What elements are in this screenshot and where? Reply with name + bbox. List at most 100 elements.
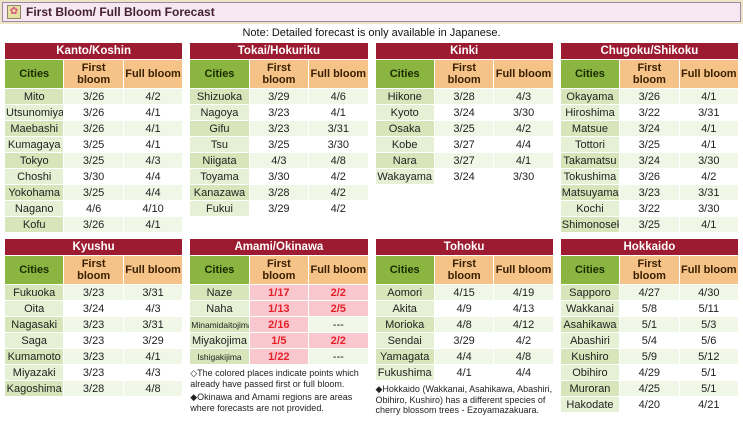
table-row: Kyoto 3/24 3/30: [375, 105, 553, 120]
city-cell: Shizuoka: [190, 89, 249, 104]
first-bloom-cell: 3/24: [620, 121, 679, 136]
table-row: Sendai 3/29 4/2: [375, 333, 553, 348]
table-row: Hikone 3/28 4/3: [375, 89, 553, 104]
first-bloom-cell: 5/8: [620, 301, 679, 316]
full-bloom-cell: 4/1: [123, 121, 183, 136]
city-cell: Utsunomiya: [5, 105, 64, 120]
col-header-full-bloom: Full bloom: [494, 60, 553, 88]
full-bloom-cell: 4/4: [494, 137, 553, 152]
city-cell: Naha: [190, 301, 249, 316]
region-panel-amami-okinawa: Amami/Okinawa Cities First bloom Full bl…: [189, 238, 369, 413]
cherry-blossom-icon: ✿: [7, 5, 21, 19]
city-cell: Choshi: [5, 169, 64, 184]
table-row: Nagoya 3/23 4/1: [190, 105, 368, 120]
city-cell: Kanazawa: [190, 185, 249, 200]
first-bloom-cell: 3/26: [64, 217, 123, 232]
col-header-full-bloom: Full bloom: [679, 60, 738, 88]
city-cell: Fukui: [190, 201, 249, 216]
region-panel-tokai-hokuriku: Tokai/Hokuriku Cities First bloom Full b…: [189, 42, 369, 217]
first-bloom-cell: 3/30: [64, 169, 123, 184]
first-bloom-cell: 3/23: [64, 285, 123, 300]
first-bloom-cell: 3/25: [434, 121, 494, 136]
table-row: Saga 3/23 3/29: [5, 333, 183, 348]
city-cell: Wakayama: [375, 169, 434, 184]
city-cell: Nagoya: [190, 105, 249, 120]
city-cell: Minamidaitojima: [190, 317, 249, 332]
full-bloom-cell: 4/3: [494, 89, 553, 104]
full-bloom-cell: 3/29: [123, 333, 183, 348]
table-row: Mito 3/26 4/2: [5, 89, 183, 104]
first-bloom-cell: 3/27: [434, 137, 494, 152]
table-row: Matsuyama 3/23 3/31: [560, 185, 738, 200]
city-cell: Matsuyama: [560, 185, 620, 200]
first-bloom-cell: 3/26: [64, 105, 123, 120]
table-row: Takamatsu 3/24 3/30: [560, 153, 738, 168]
first-bloom-cell: 3/29: [249, 201, 309, 216]
table-row: Obihiro 4/29 5/1: [560, 365, 738, 380]
table-row: Toyama 3/30 4/2: [190, 169, 368, 184]
table-row: Shimonoseki 3/25 4/1: [560, 217, 738, 232]
city-cell: Kobe: [375, 137, 434, 152]
first-bloom-cell: 3/28: [249, 185, 309, 200]
city-cell: Naze: [190, 285, 249, 300]
first-bloom-cell: 4/3: [249, 153, 309, 168]
city-cell: Tsu: [190, 137, 249, 152]
first-bloom-cell: 3/26: [64, 89, 123, 104]
full-bloom-cell: 4/12: [494, 317, 553, 332]
first-bloom-cell: 3/23: [64, 365, 123, 380]
full-bloom-cell: 4/3: [123, 153, 183, 168]
first-bloom-cell: 5/1: [620, 317, 679, 332]
table-row: Naze 1/17 2/2: [190, 285, 368, 300]
first-bloom-cell: 3/25: [620, 217, 679, 232]
full-bloom-cell: 4/2: [309, 169, 368, 184]
page-title: First Bloom/ Full Bloom Forecast: [26, 5, 215, 19]
city-cell: Okayama: [560, 89, 620, 104]
table-row: Fukui 3/29 4/2: [190, 201, 368, 216]
table-row: Okayama 3/26 4/1: [560, 89, 738, 104]
city-cell: Kagoshima: [5, 381, 64, 396]
footnote-okinawa-amami: ◆Okinawa and Amami regions are areas whe…: [190, 392, 353, 413]
city-cell: Kumamoto: [5, 349, 64, 364]
region-title: Tokai/Hokuriku: [190, 43, 368, 59]
region-panel-kinki: Kinki Cities First bloom Full bloom Hiko…: [374, 42, 554, 185]
first-bloom-cell: 5/9: [620, 349, 679, 364]
region-title: Tohoku: [375, 239, 553, 255]
first-bloom-cell: 3/25: [64, 137, 123, 152]
table-row: Minamidaitojima 2/16 ---: [190, 317, 368, 332]
first-bloom-cell: 3/26: [64, 121, 123, 136]
city-cell: Kochi: [560, 201, 620, 216]
region-title: Kinki: [375, 43, 553, 59]
first-bloom-cell: 4/15: [434, 285, 494, 300]
table-row: Fukushima 4/1 4/4: [375, 365, 553, 380]
col-header-first-bloom: First bloom: [64, 60, 123, 88]
region-table: Kyushu Cities First bloom Full bloom Fuk…: [4, 238, 184, 397]
full-bloom-cell: 4/2: [494, 121, 553, 136]
city-cell: Niigata: [190, 153, 249, 168]
table-row: Hakodate 4/20 4/21: [560, 397, 738, 412]
city-cell: Takamatsu: [560, 153, 620, 168]
city-cell: Fukuoka: [5, 285, 64, 300]
first-bloom-cell: 5/4: [620, 333, 679, 348]
table-row: Niigata 4/3 4/8: [190, 153, 368, 168]
full-bloom-cell: 4/1: [309, 105, 368, 120]
region-table: Kanto/Koshin Cities First bloom Full blo…: [4, 42, 184, 233]
first-bloom-cell: 3/24: [434, 105, 494, 120]
full-bloom-cell: 3/31: [679, 185, 738, 200]
table-row: Gifu 3/23 3/31: [190, 121, 368, 136]
table-row: Ishigakijima 1/22 ---: [190, 349, 368, 364]
first-bloom-cell: 3/28: [64, 381, 123, 396]
full-bloom-cell: 4/1: [123, 105, 183, 120]
table-row: Kumamoto 3/23 4/1: [5, 349, 183, 364]
first-bloom-cell: 3/23: [64, 349, 123, 364]
full-bloom-cell: 4/1: [679, 89, 738, 104]
table-row: Aomori 4/15 4/19: [375, 285, 553, 300]
col-header-full-bloom: Full bloom: [309, 60, 368, 88]
full-bloom-cell: 4/1: [123, 137, 183, 152]
first-bloom-cell: 2/16: [249, 317, 309, 332]
city-cell: Tottori: [560, 137, 620, 152]
region-table: Tokai/Hokuriku Cities First bloom Full b…: [189, 42, 369, 217]
full-bloom-cell: 5/12: [679, 349, 738, 364]
city-cell: Fukushima: [375, 365, 434, 380]
city-cell: Nara: [375, 153, 434, 168]
table-row: Tokushima 3/26 4/2: [560, 169, 738, 184]
